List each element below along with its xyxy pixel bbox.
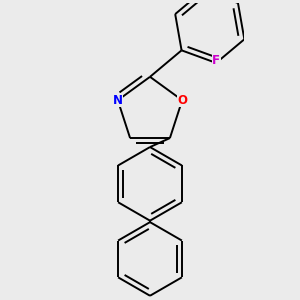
Text: O: O <box>177 94 187 107</box>
Text: F: F <box>212 54 220 67</box>
Text: N: N <box>113 94 123 107</box>
